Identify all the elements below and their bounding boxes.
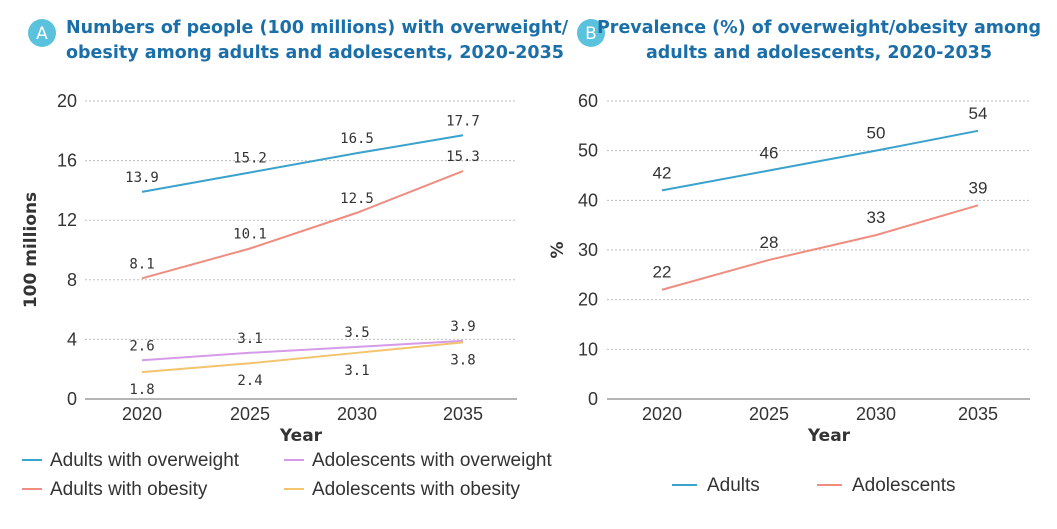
legend-label: Adults with obesity <box>50 479 208 500</box>
panel-b-badge <box>577 19 605 47</box>
y-tick-label: 0 <box>588 389 598 409</box>
data-label: 3.8 <box>450 352 475 368</box>
x-axis-label: Year <box>807 426 851 446</box>
legend-label: Adolescents <box>852 475 956 496</box>
panel-b-title-line2: adults and adolescents, 2020-2035 <box>646 43 992 63</box>
data-label: 16.5 <box>340 131 374 147</box>
y-tick-label: 8 <box>67 270 77 290</box>
panel-b-title-line1: Prevalence (%) of overweight/obesity amo… <box>597 18 1041 38</box>
data-label: 33 <box>867 208 886 227</box>
data-label: 39 <box>969 178 988 197</box>
x-tick-label: 2020 <box>122 404 162 424</box>
y-tick-label: 0 <box>67 389 77 409</box>
data-label: 46 <box>760 144 779 163</box>
series-line <box>661 129 979 192</box>
panel-a-title-line1: Numbers of people (100 millions) with ov… <box>66 18 569 38</box>
y-tick-label: 20 <box>57 91 77 111</box>
data-label: 3.1 <box>344 363 369 379</box>
y-tick-label: 10 <box>578 339 598 359</box>
x-tick-label: 2035 <box>958 404 998 424</box>
panel-a-badge-label: A <box>36 24 48 44</box>
series-line <box>141 170 464 280</box>
y-tick-label: 12 <box>57 210 77 230</box>
data-label: 1.8 <box>129 382 154 398</box>
x-tick-label: 2030 <box>337 404 377 424</box>
y-tick-label: 40 <box>578 190 598 210</box>
data-label: 54 <box>969 104 988 123</box>
data-label: 2.4 <box>237 373 262 389</box>
data-label: 22 <box>653 263 672 282</box>
x-tick-label: 2025 <box>230 404 270 424</box>
data-label: 15.3 <box>446 149 480 165</box>
data-label: 13.9 <box>125 170 159 186</box>
data-label: 2.6 <box>129 338 154 354</box>
x-tick-label: 2025 <box>749 404 789 424</box>
data-label: 15.2 <box>233 151 267 167</box>
panel-a-title-line2: obesity among adults and adolescents, 20… <box>66 43 564 63</box>
y-tick-label: 30 <box>578 240 598 260</box>
y-tick-label: 50 <box>578 141 598 161</box>
x-tick-label: 2035 <box>443 404 483 424</box>
y-tick-label: 20 <box>578 290 598 310</box>
series-line <box>141 134 464 193</box>
y-tick-label: 4 <box>67 329 77 349</box>
series-line <box>141 339 464 362</box>
data-label: 42 <box>653 163 672 182</box>
x-tick-label: 2020 <box>642 404 682 424</box>
data-label: 3.9 <box>450 319 475 335</box>
y-axis-label: % <box>548 241 568 258</box>
data-label: 17.7 <box>446 113 480 129</box>
legend-label: Adolescents with obesity <box>312 479 521 500</box>
data-label: 10.1 <box>233 227 267 243</box>
data-label: 50 <box>867 124 886 143</box>
y-tick-label: 16 <box>57 151 77 171</box>
panel-b-badge-label: B <box>585 24 597 44</box>
y-axis-label: 100 millions <box>21 192 41 308</box>
legend-label: Adolescents with overweight <box>312 450 552 471</box>
data-label: 28 <box>760 233 779 252</box>
legend-label: Adults <box>707 475 760 496</box>
data-label: 3.5 <box>344 325 369 341</box>
x-tick-label: 2030 <box>856 404 896 424</box>
data-label: 3.1 <box>237 331 262 347</box>
data-label: 12.5 <box>340 191 374 207</box>
panel-a-badge <box>28 19 56 47</box>
legend-label: Adults with overweight <box>50 450 240 471</box>
data-label: 8.1 <box>129 256 154 272</box>
series-line <box>661 204 979 291</box>
series-line <box>141 341 464 374</box>
x-axis-label: Year <box>279 426 323 446</box>
y-tick-label: 60 <box>578 91 598 111</box>
